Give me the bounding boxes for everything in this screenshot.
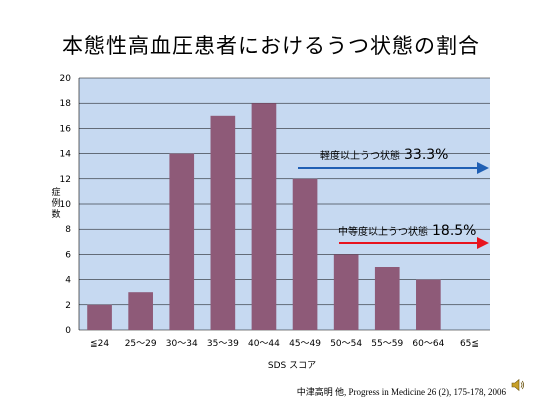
x-tick-label-2: 30〜34 (166, 339, 198, 349)
bar-3 (210, 115, 236, 330)
y-tick-label-8: 16 (60, 124, 72, 134)
x-tick-label-4: 40〜44 (248, 339, 280, 349)
bar-6 (333, 254, 359, 330)
annotation-moderate-depression: 中等度以上うつ状態 18.5% (338, 223, 476, 239)
y-tick-label-9: 18 (60, 99, 72, 109)
slide-title: 本態性高血圧患者におけるうつ状態の割合 (62, 34, 480, 58)
citation: 中津高明 他, Progress in Medicine 26 (2), 175… (296, 387, 506, 397)
annotation-mild-depression: 軽度以上うつ状態 33.3% (320, 147, 448, 163)
bar-2 (169, 153, 195, 330)
speaker-icon[interactable] (511, 378, 525, 392)
grid-lines (78, 77, 490, 331)
x-axis-label: SDS スコア (267, 361, 317, 371)
y-tick-label-3: 6 (65, 250, 71, 260)
y-tick-label-6: 12 (60, 175, 71, 185)
y-axis-label: 症例数 (51, 188, 61, 220)
x-tick-label-1: 25〜29 (125, 339, 157, 349)
x-tick-label-3: 35〜39 (207, 339, 239, 349)
x-tick-label-7: 55〜59 (371, 339, 403, 349)
bar-8 (416, 279, 441, 330)
bar-7 (374, 267, 400, 330)
bar-0 (87, 304, 112, 330)
y-tick-label-7: 14 (60, 150, 72, 160)
y-tick-labels: 0 2 4 6 8 10 12 14 16 18 20 (60, 74, 72, 336)
annotation-arrows (298, 162, 489, 249)
annotation-mild-value: 33.3% (404, 147, 449, 163)
annotation-moderate-value: 18.5% (432, 223, 477, 239)
x-tick-label-5: 45〜49 (289, 339, 321, 349)
y-tick-label-1: 2 (65, 301, 71, 311)
y-tick-label-5: 10 (60, 200, 72, 210)
annotation-mild-label: 軽度以上うつ状態 (320, 151, 400, 162)
y-tick-label-0: 0 (65, 326, 71, 336)
bars (87, 103, 441, 330)
x-tick-labels: ≦24 25〜29 30〜34 35〜39 40〜44 45〜49 50〜54 55〜59 60… (90, 339, 479, 349)
x-tick-label-6: 50〜54 (330, 339, 362, 349)
annotation-moderate-label: 中等度以上うつ状態 (338, 227, 428, 238)
bar-1 (128, 292, 153, 330)
y-tick-label-2: 4 (65, 276, 71, 286)
bar-5 (292, 178, 318, 330)
y-tick-label-10: 20 (60, 74, 72, 84)
bar-4 (251, 103, 277, 330)
arrow-moderate-head (477, 237, 489, 249)
x-tick-label-9: 65≦ (460, 339, 479, 349)
arrow-mild-head (477, 162, 489, 174)
x-tick-label-0: ≦24 (90, 339, 109, 349)
y-tick-label-4: 8 (65, 225, 71, 235)
x-tick-label-8: 60〜64 (412, 339, 444, 349)
